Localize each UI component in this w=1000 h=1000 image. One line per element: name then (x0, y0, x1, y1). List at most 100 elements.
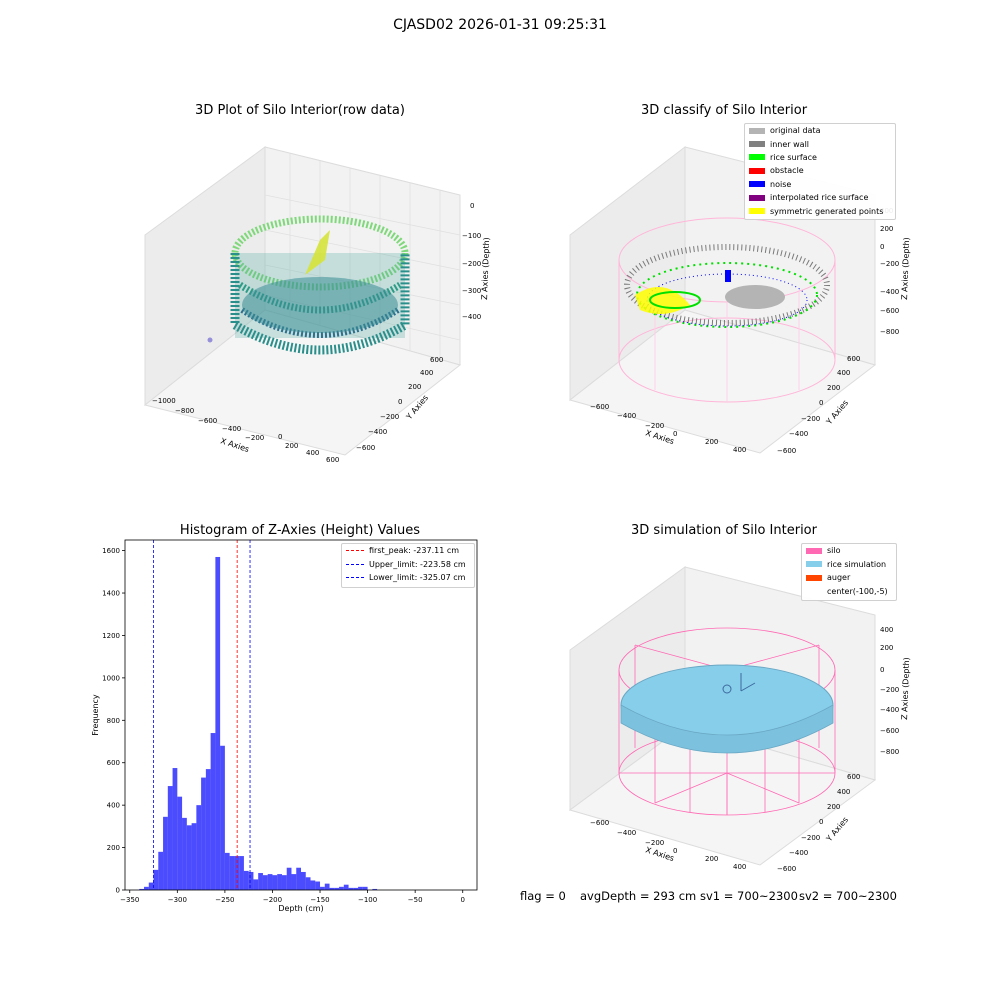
svg-text:400: 400 (837, 788, 850, 796)
histogram-bar (158, 851, 164, 890)
svg-text:200: 200 (408, 383, 421, 391)
svg-text:0: 0 (819, 818, 823, 826)
simulation-xticks: −600 −400 −200 0 200 400 (590, 819, 746, 871)
simulation-legend-swatch (806, 588, 822, 594)
svg-text:−200: −200 (801, 834, 820, 842)
histogram-bar (301, 871, 306, 890)
histogram-ytick-label: 600 (107, 759, 120, 767)
histogram-xtick-label: −100 (358, 896, 377, 904)
simulation-plot-title: 3D simulation of Silo Interior (631, 523, 817, 538)
histogram-bar (343, 884, 349, 890)
histogram-bar (262, 875, 268, 890)
histogram-bar (172, 768, 178, 890)
histogram-legend-line (346, 577, 364, 579)
classify-zlabel: Z Axies (Depth) (900, 237, 911, 300)
histogram-bar (148, 882, 154, 890)
histogram-bar (177, 796, 183, 890)
histogram-legend-label: Upper_limit: -223.58 cm (369, 559, 466, 569)
classify-legend-swatch (749, 181, 765, 188)
classify-legend-label: interpolated rice surface (770, 193, 869, 203)
svg-text:−200: −200 (645, 839, 664, 847)
histogram-legend-line (346, 550, 364, 552)
svg-text:0: 0 (673, 430, 677, 438)
histogram-xtick-label: −300 (168, 896, 187, 904)
histogram-bar (353, 887, 359, 890)
classify-legend-item: rice surface (745, 151, 895, 164)
histogram-bar (305, 877, 311, 890)
svg-text:−600: −600 (590, 403, 609, 411)
raw-3d-plot: −1000 −800 −600 −400 −200 0 200 400 600 … (143, 146, 491, 464)
svg-text:200: 200 (285, 442, 298, 450)
histogram-ytick-label: 1400 (102, 590, 120, 598)
svg-text:−600: −600 (880, 307, 899, 315)
histogram-bar (239, 856, 244, 890)
svg-text:−600: −600 (590, 819, 609, 827)
simulation-rice-surface (620, 664, 834, 754)
svg-text:0: 0 (470, 202, 474, 210)
classify-legend-item: original data (745, 124, 895, 137)
histogram-bar (281, 875, 287, 890)
svg-text:−400: −400 (617, 412, 636, 420)
svg-text:−800: −800 (175, 407, 194, 415)
histogram-bar (191, 823, 197, 890)
svg-text:0: 0 (880, 243, 884, 251)
svg-text:−200: −200 (462, 260, 481, 268)
histogram-legend-label: Lower_limit: -325.07 cm (369, 573, 466, 583)
histogram-bar (224, 852, 230, 890)
histogram-bar (258, 873, 263, 890)
classify-xlabel: X Axies (644, 428, 675, 446)
svg-text:400: 400 (733, 863, 746, 871)
histogram-bar (348, 887, 354, 890)
histogram-legend-line (346, 563, 364, 565)
svg-text:−400: −400 (880, 288, 899, 296)
raw-zlabel: Z Axies (Depth) (480, 237, 491, 300)
classify-legend-swatch (749, 208, 765, 215)
svg-text:−600: −600 (777, 865, 796, 873)
histogram-ytick-label: 0 (116, 887, 120, 895)
svg-text:200: 200 (880, 225, 893, 233)
histogram-bar (167, 786, 173, 890)
simulation-zticks: 400 200 0 −200 −400 −600 −800 (880, 626, 899, 756)
classify-legend-item: obstacle (745, 164, 895, 177)
simulation-legend-item: rice simulation (802, 558, 896, 572)
histogram-bar (163, 816, 168, 890)
histogram-bar (329, 887, 335, 890)
histogram-frame (124, 539, 478, 891)
svg-text:−200: −200 (380, 413, 399, 421)
histogram-bar (291, 874, 297, 890)
figure-title: CJASD02 2026-01-31 09:25:31 (393, 17, 607, 33)
svg-text:400: 400 (420, 369, 433, 377)
histogram-bar (248, 871, 254, 890)
histogram-bar (339, 886, 344, 890)
classify-legend-label: inner wall (770, 139, 810, 149)
status-avg-depth: avgDepth = 293 cm (580, 889, 697, 903)
histogram-bar (210, 733, 216, 890)
histogram-bar (243, 870, 249, 890)
svg-text:600: 600 (430, 356, 443, 364)
histogram-bar (205, 769, 211, 890)
raw-yticks: −600 −400 −200 0 200 400 600 (356, 356, 443, 452)
svg-text:−800: −800 (880, 748, 899, 756)
simulation-legend: silo rice simulation auger center(-100,-5) (801, 543, 897, 601)
classify-xticks: −600 −400 −200 0 200 400 (590, 403, 746, 454)
histogram-bar (320, 886, 325, 890)
histogram-bar (182, 817, 187, 890)
histogram-bar (234, 856, 240, 890)
histogram-legend-item: Lower_limit: -325.07 cm (342, 571, 474, 585)
svg-text:−600: −600 (198, 417, 217, 425)
histogram-bar (334, 887, 340, 890)
simulation-legend-label: center(-100,-5) (827, 586, 888, 596)
svg-text:−400: −400 (617, 829, 636, 837)
svg-text:600: 600 (847, 355, 860, 363)
svg-text:−400: −400 (368, 428, 387, 436)
histogram-xtick-label: −200 (263, 896, 282, 904)
svg-text:−600: −600 (356, 444, 375, 452)
svg-text:−200: −200 (245, 434, 264, 442)
histogram-bar (201, 777, 206, 890)
svg-text:400: 400 (306, 449, 319, 457)
histogram-bar (272, 875, 278, 890)
classify-points (624, 244, 830, 328)
svg-text:200: 200 (827, 803, 840, 811)
histogram-bar (315, 881, 321, 890)
classify-zticks: 400 200 0 −200 −400 −600 −800 (880, 207, 899, 336)
